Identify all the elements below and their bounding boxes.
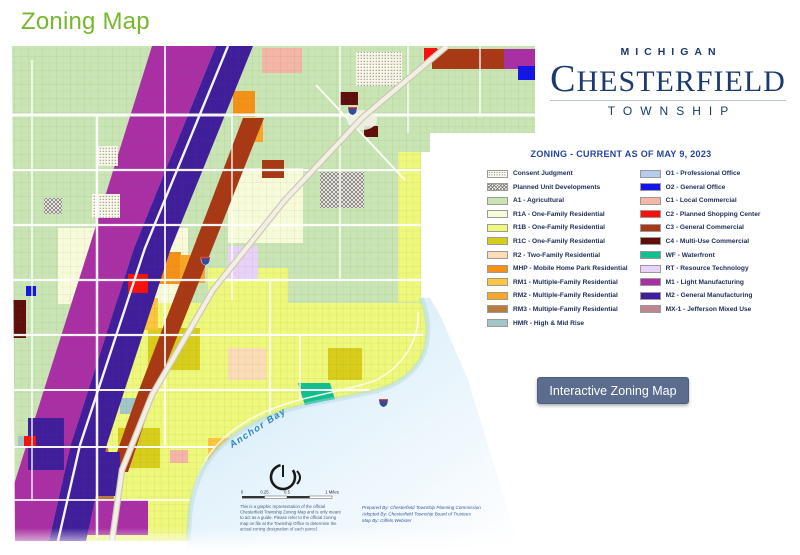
legend-item-mx1: MX-1 - Jefferson Mixed Use [639, 305, 761, 314]
logo-region: MICHIGAN [620, 46, 722, 58]
legend-item-a1: A1 - Agricultural [487, 196, 628, 205]
legend-item-label: C1 - Local Commercial [665, 197, 737, 205]
color-swatch [639, 278, 661, 287]
legend-item-label: HMR - High & Mid Rise [513, 319, 585, 327]
legend-item-label: A1 - Agricultural [513, 197, 565, 205]
zoning-map: Anchor Bay 0 0.25 0.5 1 Miles This is a … [0, 46, 545, 550]
legend-column-1: Consent Judgment Planned Unit Developmen… [487, 169, 628, 328]
legend-item-label: C4 - Multi-Use Commercial [665, 237, 750, 245]
legend-item-m1: M1 - Light Manufacturing [639, 278, 761, 287]
color-swatch [487, 278, 508, 287]
svg-text:0.25: 0.25 [260, 490, 269, 495]
color-swatch [487, 264, 508, 273]
color-swatch [487, 251, 508, 260]
legend-item-label: R1B - One-Family Residential [513, 224, 605, 232]
legend-item-label: M2 - General Manufacturing [665, 292, 753, 300]
legend-column-2: O1 - Professional Office O2 - General Of… [639, 169, 761, 328]
logo-divider [550, 100, 786, 102]
legend-item-c1: C1 - Local Commercial [639, 196, 761, 205]
legend-item-wf: WF - Waterfront [639, 251, 761, 260]
svg-text:1 Miles: 1 Miles [325, 490, 339, 495]
legend-item-rm3: RM3 - Multiple-Family Residential [487, 305, 628, 314]
color-swatch [639, 264, 661, 273]
legend-item-r1a: R1A - One-Family Residential [487, 210, 628, 219]
dotted-pattern-swatch [487, 169, 508, 178]
legend-item-label: R1A - One-Family Residential [513, 210, 605, 218]
color-swatch [639, 183, 661, 192]
interactive-zoning-map-button[interactable]: Interactive Zoning Map [537, 377, 689, 404]
color-swatch [639, 305, 661, 314]
legend-item-consent-judgment: Consent Judgment [487, 169, 628, 178]
legend-item-label: RM2 - Multiple-Family Residential [513, 292, 618, 300]
legend-item-label: MHP - Mobile Home Park Residential [513, 265, 628, 273]
color-swatch [487, 305, 508, 314]
legend-item-label: Consent Judgment [513, 170, 573, 177]
color-swatch [639, 291, 661, 300]
legend-item-mhp: MHP - Mobile Home Park Residential [487, 264, 628, 273]
color-swatch [487, 210, 508, 219]
legend-item-label: R2 - Two-Family Residential [513, 251, 601, 259]
color-swatch [639, 223, 661, 232]
color-swatch [487, 196, 508, 205]
legend-item-rm2: RM2 - Multiple-Family Residential [487, 291, 628, 300]
legend-item-label: O2 - General Office [665, 183, 726, 191]
legend-item-label: R1C - One-Family Residential [513, 237, 605, 245]
legend-item-label: C3 - General Commercial [665, 224, 745, 232]
legend-item-label: C2 - Planned Shopping Center [665, 210, 761, 218]
legend-item-pud: Planned Unit Developments [487, 183, 628, 192]
color-swatch [487, 237, 508, 246]
road-network [12, 46, 535, 541]
legend-title: ZONING - CURRENT AS OF MAY 9, 2023 [530, 149, 712, 159]
legend-item-rm1: RM1 - Multiple-Family Residential [487, 278, 628, 287]
color-swatch [639, 210, 661, 219]
svg-text:0.5: 0.5 [284, 490, 291, 495]
credits-text: Prepared By: Chesterfield Township Plann… [361, 505, 482, 523]
north-arrow-icon [269, 463, 301, 491]
legend-item-rt: RT - Resource Technology [639, 264, 761, 273]
legend-item-r1b: R1B - One-Family Residential [487, 223, 628, 232]
color-swatch [639, 237, 661, 246]
legend-item-m2: M2 - General Manufacturing [639, 291, 761, 300]
page-title: Zoning Map [21, 8, 150, 35]
zoning-map-svg: Anchor Bay 0 0.25 0.5 1 Miles This is a … [0, 46, 545, 550]
crosshatch-pattern-swatch [487, 183, 508, 192]
color-swatch [487, 291, 508, 300]
svg-text:0: 0 [241, 490, 244, 495]
legend-item-o1: O1 - Professional Office [639, 169, 761, 178]
shoreline [185, 297, 431, 542]
legend-item-label: RT - Resource Technology [665, 265, 749, 273]
color-swatch [487, 319, 508, 328]
legend-item-label: O1 - Professional Office [665, 170, 741, 177]
legend-item-label: MX-1 - Jefferson Mixed Use [665, 305, 752, 313]
freeway-i94 [108, 46, 450, 541]
legend-item-hmr: HMR - High & Mid Rise [487, 319, 628, 328]
color-swatch [639, 169, 661, 178]
color-swatch [487, 223, 508, 232]
map-fade [0, 528, 545, 550]
legend-item-label: M1 - Light Manufacturing [665, 278, 744, 286]
legend-item-c2: C2 - Planned Shopping Center [639, 210, 761, 219]
scale-bar: 0 0.25 0.5 1 Miles [241, 490, 339, 499]
legend-item-r2: R2 - Two-Family Residential [487, 251, 628, 260]
legend-item-o2: O2 - General Office [639, 183, 761, 192]
color-swatch [639, 196, 661, 205]
color-swatch [639, 251, 661, 260]
legend-item-c4: C4 - Multi-Use Commercial [639, 237, 761, 246]
legend-item-label: RM1 - Multiple-Family Residential [513, 278, 618, 286]
legend-item-r1c: R1C - One-Family Residential [487, 237, 628, 246]
logo-subtitle: TOWNSHIP [607, 104, 737, 119]
legend-item-label: RM3 - Multiple-Family Residential [513, 305, 618, 313]
legend: ZONING - CURRENT AS OF MAY 9, 2023 Conse… [487, 149, 760, 328]
logo-name: CHESTERFIELD [550, 58, 786, 100]
anchor-bay-water [186, 298, 520, 550]
legend-item-c3: C3 - General Commercial [639, 223, 761, 232]
legend-item-label: Planned Unit Developments [513, 183, 601, 191]
legend-item-label: WF - Waterfront [665, 251, 715, 259]
township-logo: MICHIGAN CHESTERFIELD TOWNSHIP [540, 46, 796, 118]
